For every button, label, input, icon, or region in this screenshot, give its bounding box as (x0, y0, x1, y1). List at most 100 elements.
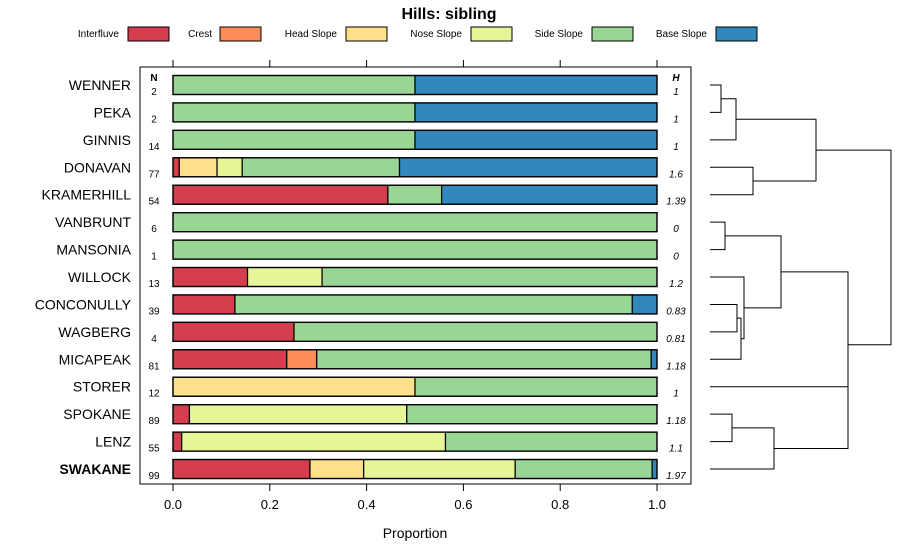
n-value: 77 (148, 169, 160, 180)
bar-segment-side-slope (406, 404, 658, 425)
legend-swatch-nose-slope (470, 26, 513, 42)
n-column-header: N (150, 73, 157, 84)
bar-segment-interfluve (172, 431, 183, 452)
top-axis-ticks (172, 60, 658, 67)
bar-segment-base-slope (398, 157, 658, 178)
dendro-link (710, 303, 738, 333)
bar-segment-side-slope (241, 157, 401, 178)
bar-segment-side-slope (514, 458, 653, 480)
bar-outline (172, 458, 658, 480)
x-tick-label: 0.0 (164, 497, 182, 512)
dendro-link (710, 166, 754, 196)
n-value: 89 (148, 416, 160, 427)
chart-title: Hills: sibling (401, 6, 496, 23)
h-column-header: H (672, 73, 680, 84)
bar-outline (172, 102, 658, 123)
x-tick-label: 0.8 (551, 497, 569, 512)
h-value: 0.81 (666, 334, 685, 345)
bar-segment-nose-slope (181, 431, 447, 452)
bar-segment-nose-slope (188, 404, 408, 425)
bar-segment-side-slope (172, 129, 416, 150)
h-value: 1.97 (666, 471, 686, 482)
n-value: 12 (148, 389, 160, 400)
bar-row-spokane: SPOKANE 89 1.18 (63, 404, 686, 427)
bar-outline (172, 294, 658, 315)
dendro-link (736, 118, 817, 182)
x-tick-label: 0.6 (454, 497, 472, 512)
row-label: WAGBERG (58, 324, 131, 340)
plot-frame (139, 66, 692, 485)
row-label: DONAVAN (64, 159, 131, 175)
n-value: 54 (148, 197, 160, 208)
legend-label-side-slope: Side Slope (535, 29, 584, 40)
row-label: STORER (73, 379, 131, 395)
bar-row-storer: STORER 12 1 (73, 376, 679, 400)
bar-row-swakane: SWAKANE 99 1.97 (59, 458, 686, 482)
bar-row-ginnis: GINNIS 14 1 (83, 129, 679, 153)
h-value: 1.1 (669, 444, 683, 455)
bar-outline (172, 266, 658, 288)
bar-segment-interfluve (172, 157, 180, 178)
bar-segment-side-slope (444, 431, 658, 452)
row-label: CONCONULLY (35, 296, 132, 312)
bar-segment-interfluve (172, 321, 295, 342)
legend-swatch-interfluve (127, 26, 170, 42)
bar-segment-base-slope (414, 102, 658, 123)
legend-label-interfluve: Interfluve (78, 29, 120, 40)
dendro-link (710, 84, 722, 113)
h-value: 0 (673, 224, 679, 235)
bar-segment-base-slope (631, 294, 658, 315)
row-label: SWAKANE (59, 461, 131, 477)
row-label: MICAPEAK (59, 351, 132, 367)
n-value: 2 (151, 114, 157, 125)
bar-row-donavan: DONAVAN 77 1.6 (64, 157, 683, 180)
dendro-link (816, 149, 892, 346)
row-label: VANBRUNT (55, 214, 131, 230)
bar-segment-interfluve (172, 184, 389, 205)
n-value: 39 (148, 306, 160, 317)
row-label: GINNIS (83, 132, 131, 148)
bar-outline (172, 404, 658, 425)
dendro-link (710, 386, 849, 449)
h-value: 1 (673, 114, 679, 125)
bar-segment-side-slope (414, 376, 658, 397)
n-value: 55 (148, 444, 160, 455)
row-label: MANSONIA (56, 242, 131, 258)
n-value: 99 (148, 471, 160, 482)
dendro-link (710, 276, 745, 340)
bar-row-peka: PEKA 2 1 (94, 102, 679, 125)
bar-row-wenner: WENNER 2 1 (69, 74, 679, 98)
n-value: 6 (151, 224, 157, 235)
bar-row-vanbrunt: VANBRUNT 6 0 (55, 211, 679, 235)
bar-segment-head-slope (172, 376, 416, 397)
dendro-link (710, 427, 775, 470)
legend-swatch-side-slope (591, 26, 634, 42)
bar-row-mansonia: MANSONIA 1 0 (56, 239, 679, 263)
bar-outline (172, 239, 658, 260)
legend-label-nose-slope: Nose Slope (410, 29, 462, 40)
bar-outline (172, 157, 658, 178)
h-value: 1.6 (669, 169, 683, 180)
bar-segment-crest (286, 349, 318, 370)
h-value: 0 (673, 252, 679, 263)
x-tick-label: 1.0 (648, 497, 666, 512)
bar-segment-base-slope (650, 349, 658, 370)
row-label: LENZ (95, 434, 131, 450)
bar-segment-side-slope (316, 349, 652, 370)
n-value: 1 (151, 252, 157, 263)
h-value: 1 (673, 389, 679, 400)
h-value: 0.83 (666, 306, 686, 317)
bar-row-lenz: LENZ 55 1.1 (95, 431, 683, 455)
legend-label-head-slope: Head Slope (285, 29, 338, 40)
row-label: WENNER (69, 77, 131, 93)
x-tick-label: 0.2 (261, 497, 279, 512)
n-value: 2 (151, 87, 157, 98)
x-axis: 0.0 0.2 0.4 0.6 0.8 1.0 (164, 484, 666, 512)
bar-segment-head-slope (178, 157, 218, 178)
bar-segment-interfluve (172, 458, 311, 480)
bar-segment-nose-slope (216, 157, 243, 178)
n-value: 13 (148, 279, 160, 290)
x-tick-label: 0.4 (358, 497, 376, 512)
